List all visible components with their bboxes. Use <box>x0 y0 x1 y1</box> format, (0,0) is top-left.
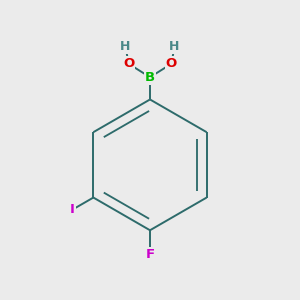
Text: H: H <box>120 40 131 53</box>
Text: F: F <box>146 248 154 261</box>
Text: I: I <box>70 203 75 216</box>
Text: H: H <box>169 40 180 53</box>
Text: O: O <box>123 57 134 70</box>
Text: B: B <box>145 71 155 84</box>
Text: O: O <box>166 57 177 70</box>
